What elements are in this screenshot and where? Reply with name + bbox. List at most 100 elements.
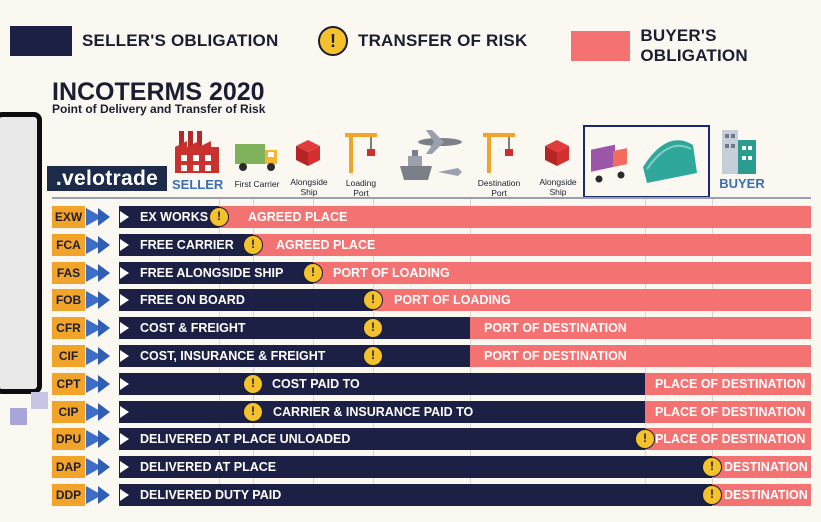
page-subtitle: Point of Delivery and Transfer of Risk <box>52 102 266 116</box>
loading-port-label: Loading Port <box>345 178 377 198</box>
buyer-term-text: AGREED PLACE <box>248 210 348 224</box>
buyer-term-text: PLACE OF DESTINATION <box>655 432 806 446</box>
seller-obligation-bar <box>119 206 219 228</box>
term-code: DAP <box>52 456 85 478</box>
chevron-right-icon <box>120 211 129 223</box>
legend-seller: SELLER'S OBLIGATION <box>10 26 278 56</box>
incoterm-row-exw: EXW EX WORKS ! AGREED PLACE <box>52 206 811 228</box>
incoterm-row-cpt: CPT ! COST PAID TO PLACE OF DESTINATION <box>52 373 811 395</box>
alongside-ship-location-2: Alongside Ship <box>535 136 581 197</box>
buyer-term-text: PORT OF DESTINATION <box>484 349 627 363</box>
seller-obligation-bar <box>119 262 313 284</box>
factory-icon <box>175 131 219 173</box>
seller-term-text: FREE ALONGSIDE SHIP <box>140 266 284 280</box>
buyer-obligation-bar <box>645 373 811 395</box>
first-carrier-location: First Carrier <box>231 138 283 189</box>
buyer-term-text: PORT OF DESTINATION <box>484 321 627 335</box>
seller-obligation-bar <box>119 484 712 506</box>
cargo-boxes-icon <box>545 140 569 166</box>
term-code: DDP <box>52 484 85 506</box>
warning-icon: ! <box>702 485 722 505</box>
incoterm-row-cfr: CFR COST & FREIGHT ! PORT OF DESTINATION <box>52 317 811 339</box>
chevron-right-icon <box>120 322 129 334</box>
buyer-obligation-bar <box>712 484 811 506</box>
seller-term-text: EX WORKS <box>140 210 209 224</box>
buyer-obligation-bar <box>645 428 811 450</box>
legend-risk: ! TRANSFER OF RISK <box>318 26 527 56</box>
buyer-obligation-bar <box>313 262 811 284</box>
legend-risk-label: TRANSFER OF RISK <box>358 31 528 50</box>
warning-icon: ! <box>363 346 383 366</box>
delivery-truck-and-warehouse-icon <box>591 140 697 183</box>
warning-icon: ! <box>209 207 229 227</box>
destination-port-location: Destination Port <box>474 127 524 198</box>
warning-icon: ! <box>243 235 263 255</box>
arrow-icon <box>98 264 110 282</box>
chevron-right-icon <box>120 239 129 251</box>
loading-port-location: Loading Port <box>339 127 383 198</box>
first-carrier-label: First Carrier <box>234 179 280 189</box>
seller-term-text: COST PAID TO <box>272 377 360 391</box>
truck-icon <box>235 144 277 171</box>
warning-icon: ! <box>243 374 263 394</box>
arrow-icon <box>98 458 110 476</box>
term-code: CIF <box>52 345 85 367</box>
term-code: CPT <box>52 373 85 395</box>
incoterm-row-dpu: DPU DELIVERED AT PLACE UNLOADED ! PLACE … <box>52 428 811 450</box>
plane-and-ship-icon <box>400 130 462 180</box>
buyer-obligation-bar <box>470 317 811 339</box>
crane-icon <box>483 133 515 173</box>
term-code: FAS <box>52 262 85 284</box>
seller-term-text: FREE CARRIER <box>140 238 234 252</box>
buyer-term-text: PLACE OF DESTINATION <box>655 405 806 419</box>
chevron-right-icon <box>120 267 129 279</box>
term-code: FCA <box>52 234 85 256</box>
term-code: EXW <box>52 206 85 228</box>
buyer-obligation-bar <box>470 345 811 367</box>
warning-icon: ! <box>635 429 655 449</box>
page-title: INCOTERMS 2020 <box>52 78 265 106</box>
chevron-right-icon <box>120 378 129 390</box>
chevron-right-icon <box>120 489 129 501</box>
seller-obligation-bar <box>119 289 373 311</box>
arrow-icon <box>98 208 110 226</box>
alongside-ship-label-2: Alongside Ship <box>539 177 577 197</box>
term-code: CIP <box>52 401 85 423</box>
seller-obligation-bar <box>119 317 470 339</box>
decor-square <box>31 392 48 409</box>
seller-term-text: FREE ON BOARD <box>140 293 245 307</box>
transit-location <box>396 128 468 191</box>
seller-label: SELLER <box>172 177 224 192</box>
legend-seller-label: SELLER'S OBLIGATION <box>82 31 279 50</box>
incoterm-row-fas: FAS FREE ALONGSIDE SHIP ! PORT OF LOADIN… <box>52 262 811 284</box>
buyer-term-text: PORT OF LOADING <box>333 266 450 280</box>
arrow-icon <box>98 236 110 254</box>
chevron-right-icon <box>120 294 129 306</box>
arrow-icon <box>98 403 110 421</box>
chevron-right-icon <box>120 433 129 445</box>
presenter-video-frame <box>0 112 42 394</box>
seller-obligation-bar <box>119 456 712 478</box>
warning-icon: ! <box>702 457 722 477</box>
seller-obligation-bar <box>119 345 470 367</box>
arrow-icon <box>98 319 110 337</box>
brand-logo: .velotrade <box>47 166 167 191</box>
buyer-obligation-bar <box>645 401 811 423</box>
seller-term-text: CARRIER & INSURANCE PAID TO <box>273 405 474 419</box>
decor-square <box>10 408 27 425</box>
crane-icon <box>345 133 377 173</box>
warning-icon: ! <box>243 402 263 422</box>
seller-obligation-bar <box>119 373 645 395</box>
alongside-ship-label-1: Alongside Ship <box>290 177 328 197</box>
incoterm-row-fob: FOB FREE ON BOARD ! PORT OF LOADING <box>52 289 811 311</box>
buildings-icon <box>722 130 756 174</box>
buyer-obligation-bar <box>253 234 811 256</box>
incoterm-row-ddp: DDP DELIVERED DUTY PAID ! DESTINATION <box>52 484 811 506</box>
seller-term-text: DELIVERED DUTY PAID <box>140 488 282 502</box>
chevron-right-icon <box>120 461 129 473</box>
chevron-right-icon <box>120 350 129 362</box>
term-code: FOB <box>52 289 85 311</box>
arrow-icon <box>98 291 110 309</box>
alongside-ship-location-1: Alongside Ship <box>287 136 331 197</box>
arrow-icon <box>98 375 110 393</box>
